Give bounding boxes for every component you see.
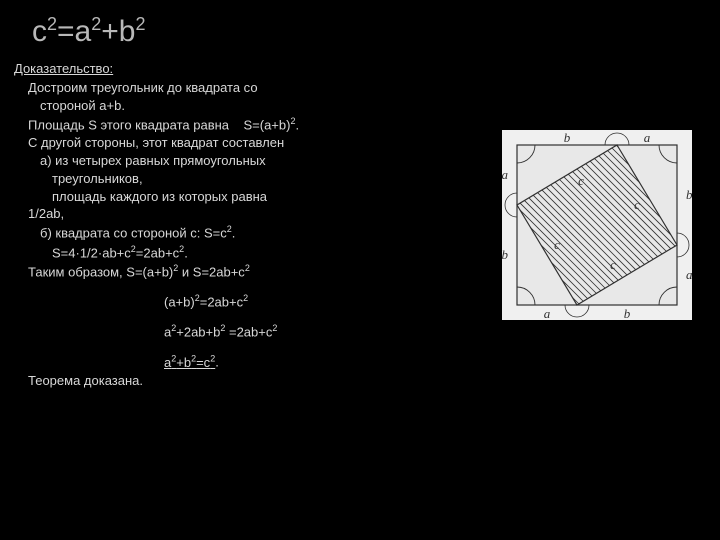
svg-text:a: a xyxy=(644,130,651,145)
proof-heading: Доказательство: xyxy=(14,61,113,78)
svg-text:c: c xyxy=(578,173,584,188)
svg-text:c: c xyxy=(634,197,640,212)
svg-text:b: b xyxy=(502,247,509,262)
svg-text:c: c xyxy=(610,257,616,272)
proof-line: Площадь S этого квадрата равна S=(a+b)2. xyxy=(14,116,474,134)
pythagoras-diagram: b a b a a b a b c c c c xyxy=(502,130,692,320)
svg-text:b: b xyxy=(624,306,631,320)
svg-text:b: b xyxy=(564,130,571,145)
proof-line: Достроим треугольник до квадрата со xyxy=(14,80,474,97)
proof-text: Доказательство: Достроим треугольник до … xyxy=(14,60,474,391)
proof-line: С другой стороны, этот квадрат составлен xyxy=(14,135,474,152)
proof-line: a2+2ab+b2 =2ab+c2 xyxy=(14,323,474,341)
proof-line: Таким образом, S=(a+b)2 и S=2ab+c2 xyxy=(14,263,474,281)
proof-line: треугольников, xyxy=(14,171,474,188)
proof-line: площадь каждого из которых равна xyxy=(14,189,474,206)
proof-line: Теорема доказана. xyxy=(14,373,474,390)
proof-line: стороной a+b. xyxy=(14,98,474,115)
slide-title: c2=a2+b2 xyxy=(32,14,145,49)
svg-text:a: a xyxy=(544,306,551,320)
proof-line: S=4·1/2·ab+c2=2ab+c2. xyxy=(14,244,474,262)
svg-text:a: a xyxy=(502,167,509,182)
svg-text:a: a xyxy=(686,267,692,282)
proof-line: 1/2ab, xyxy=(14,206,474,223)
proof-line: a2+b2=c2. xyxy=(14,353,474,371)
proof-line: б) квадрата со стороной с: S=c2. xyxy=(14,224,474,242)
proof-line: (a+b)2=2ab+c2 xyxy=(14,293,474,311)
svg-text:c: c xyxy=(554,237,560,252)
proof-line: а) из четырех равных прямоугольных xyxy=(14,153,474,170)
svg-text:b: b xyxy=(686,187,692,202)
